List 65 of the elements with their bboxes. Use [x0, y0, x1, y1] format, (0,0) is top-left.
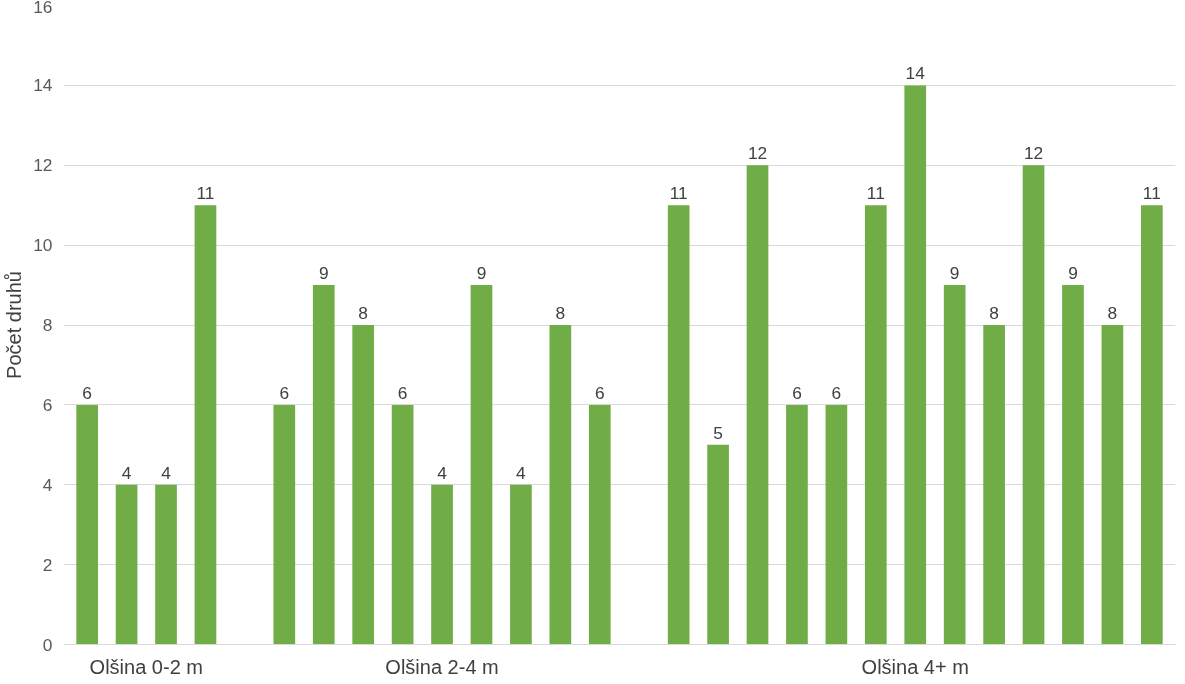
bar [1141, 205, 1163, 645]
data-label: 6 [831, 382, 842, 403]
bar [667, 205, 690, 645]
data-label: 4 [437, 462, 448, 483]
data-label: 14 [905, 63, 926, 84]
data-label: 6 [82, 382, 92, 403]
data-label: 6 [397, 382, 408, 403]
bar [904, 85, 927, 645]
data-label: 6 [594, 382, 605, 403]
bar [155, 484, 177, 645]
bar [273, 404, 296, 645]
data-label: 8 [1107, 303, 1118, 323]
data-label: 11 [196, 183, 215, 204]
y-tick-label: 12 [33, 155, 53, 176]
data-label: 6 [792, 382, 802, 403]
data-label: 4 [121, 462, 132, 483]
bar [510, 484, 532, 645]
data-label: 4 [516, 462, 527, 483]
bar [76, 404, 98, 645]
bar [864, 205, 887, 645]
bar [1101, 325, 1124, 645]
bar [746, 165, 769, 645]
bar [549, 325, 572, 645]
bar [983, 325, 1005, 645]
bar [1062, 285, 1084, 645]
text: Olšina 4+ m [861, 655, 969, 678]
bar [707, 444, 729, 645]
bar [194, 205, 217, 645]
text: Olšina 0-2 m [89, 655, 203, 678]
data-label: 9 [476, 263, 487, 284]
data-label: 11 [669, 183, 688, 204]
data-label: 9 [1068, 263, 1078, 284]
data-label: 5 [713, 422, 723, 443]
y-tick-label: 14 [33, 75, 53, 96]
bar [786, 404, 808, 645]
y-tick-label: 8 [42, 315, 53, 335]
y-tick-label: 2 [42, 554, 53, 575]
y-tick-label: 4 [42, 474, 53, 495]
data-label: 9 [949, 263, 960, 284]
data-label: 8 [989, 303, 999, 323]
bar [115, 484, 138, 645]
bar [825, 404, 848, 645]
bar [312, 285, 335, 645]
data-label: 4 [161, 462, 172, 483]
bar [943, 285, 966, 645]
bar [391, 404, 414, 645]
data-label: 11 [866, 183, 885, 204]
data-label: 6 [279, 382, 290, 403]
data-label: 8 [358, 303, 369, 323]
data-label: 8 [555, 303, 566, 323]
y-tick-label: 16 [33, 0, 53, 17]
bar [431, 484, 453, 645]
bar [588, 404, 611, 645]
bar [470, 285, 493, 645]
bar [1022, 165, 1045, 645]
y-tick-label: 0 [42, 634, 53, 655]
data-label: 11 [1142, 183, 1161, 204]
y-tick-label: 6 [42, 394, 53, 415]
data-label: 9 [318, 263, 329, 284]
y-tick-label: 10 [33, 235, 53, 256]
bar [352, 325, 375, 645]
data-label: 12 [747, 143, 768, 164]
data-label: 12 [1023, 143, 1044, 164]
y-axis-title: Počet druhů [3, 271, 26, 379]
text: Olšina 2-4 m [385, 655, 499, 678]
